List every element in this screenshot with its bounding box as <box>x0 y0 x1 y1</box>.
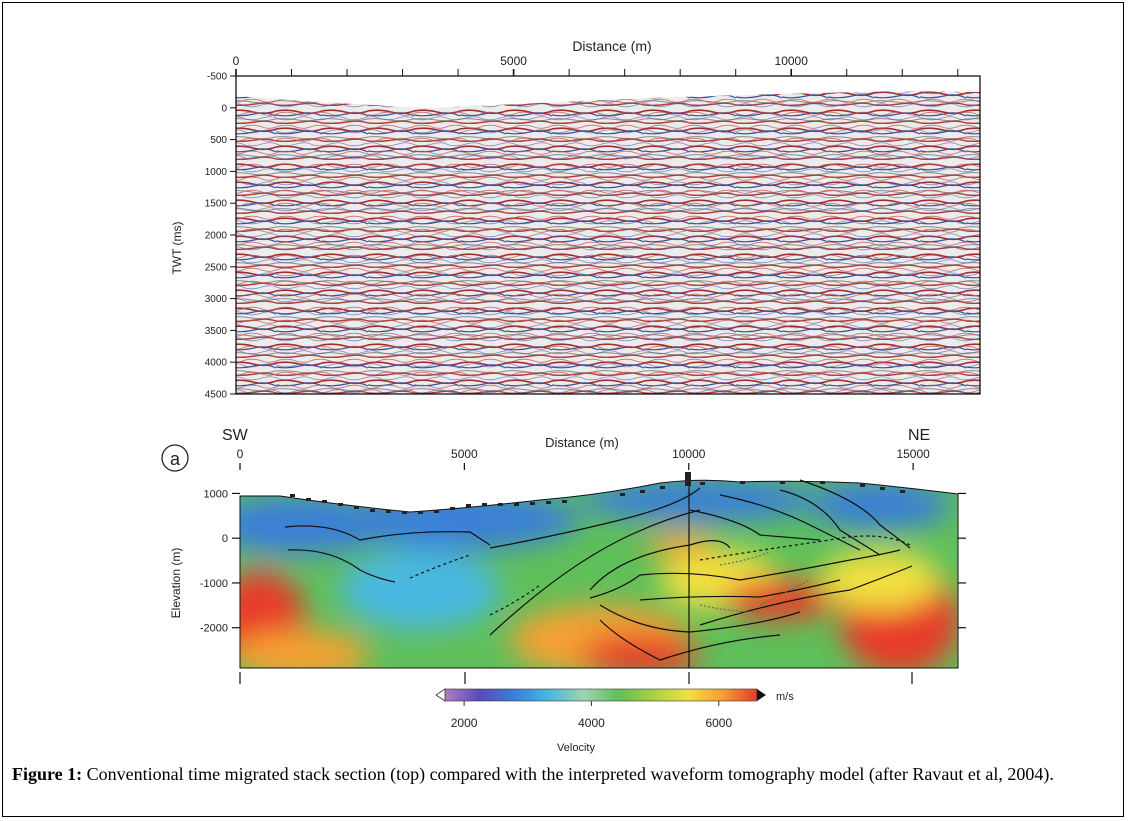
seismic-blank-top <box>236 76 980 108</box>
bottom-y-ticks: 1000 0 -1000 -2000 <box>200 488 966 635</box>
caption-label: Figure 1: <box>12 764 83 784</box>
colorbar-tick-label: 6000 <box>705 716 732 730</box>
velocity-colorbar: m/s 2000 4000 6000 Velocity <box>435 688 794 754</box>
bottom-x-tick-label: 0 <box>237 447 244 461</box>
top-y-tick-label: 2500 <box>205 262 228 273</box>
top-y-tick-label: 2000 <box>205 231 228 242</box>
figure-caption: Figure 1: Conventional time migrated sta… <box>12 762 1107 786</box>
top-x-tick-label: 10000 <box>775 54 809 68</box>
panel-label-circle <box>161 444 189 472</box>
top-y-tick-label: 3000 <box>205 294 228 305</box>
top-y-tick-label: 4500 <box>205 390 228 401</box>
caption-text: Conventional time migrated stack section… <box>82 764 1054 784</box>
top-y-axis-title: TWT (ms) <box>170 221 184 274</box>
tomography-panel: 0 5000 10000 15000 10000-1000-2000 a SW NE … <box>161 427 966 684</box>
bottom-x-tick-label: 5000 <box>451 447 478 461</box>
colorbar-min-arrow <box>435 688 446 702</box>
top-x-tick-label: 0 <box>233 54 240 68</box>
colorbar-ticks: 2000 4000 6000 <box>451 701 732 730</box>
panel-label: a <box>170 449 181 469</box>
top-y-tick-label: -500 <box>207 72 227 83</box>
bottom-x-tick-label: 15000 <box>896 447 930 461</box>
seismic-section-panel: 0 5000 10000 -500 0 500 1000 1500 2000 2500 3000 3… <box>170 38 981 401</box>
top-y-tick-label: 0 <box>221 103 227 114</box>
top-y-tick-label: 4000 <box>205 358 228 369</box>
bottom-x-tick-label: 10000 <box>672 447 706 461</box>
top-x-tick-label: 5000 <box>500 54 527 68</box>
bottom-y-tick-label: -2000 <box>200 623 228 635</box>
top-y-tick-label: 1500 <box>205 199 228 210</box>
colorbar-tick-label: 4000 <box>578 716 605 730</box>
colorbar-unit: m/s <box>776 691 794 703</box>
bottom-x-axis-title: Distance (m) <box>545 435 619 450</box>
top-x-axis-title: Distance (m) <box>572 38 651 54</box>
top-y-tick-label: 1000 <box>205 167 228 178</box>
colorbar-tick-label: 2000 <box>451 716 478 730</box>
top-x-ticks: 0 5000 10000 <box>233 54 959 76</box>
figure-graphic: 0 5000 10000 -5000500100015002000250030003… <box>161 38 981 754</box>
shot-receiver-markers <box>290 472 905 514</box>
top-y-tick-label: 500 <box>210 135 227 146</box>
top-y-ticks: -500 0 500 1000 1500 2000 2500 3000 3500 4000 4500 <box>205 72 236 401</box>
bottom-y-tick-label: -1000 <box>200 578 228 590</box>
bottom-y-tick-label: 0 <box>222 533 228 545</box>
bottom-axis-ticks <box>239 672 913 684</box>
top-y-tick-label: 3500 <box>205 326 228 337</box>
interpreted-horizons <box>284 479 913 661</box>
left-direction-label: SW <box>222 427 249 444</box>
right-direction-label: NE <box>908 427 930 444</box>
bottom-y-tick-label: 1000 <box>204 488 228 500</box>
bottom-x-ticks: 0 5000 10000 15000 <box>237 447 930 470</box>
colorbar-max-arrow <box>757 689 766 701</box>
colorbar-gradient <box>444 688 758 702</box>
bottom-y-axis-title: Elevation (m) <box>169 548 183 619</box>
colorbar-title: Velocity <box>557 742 595 754</box>
